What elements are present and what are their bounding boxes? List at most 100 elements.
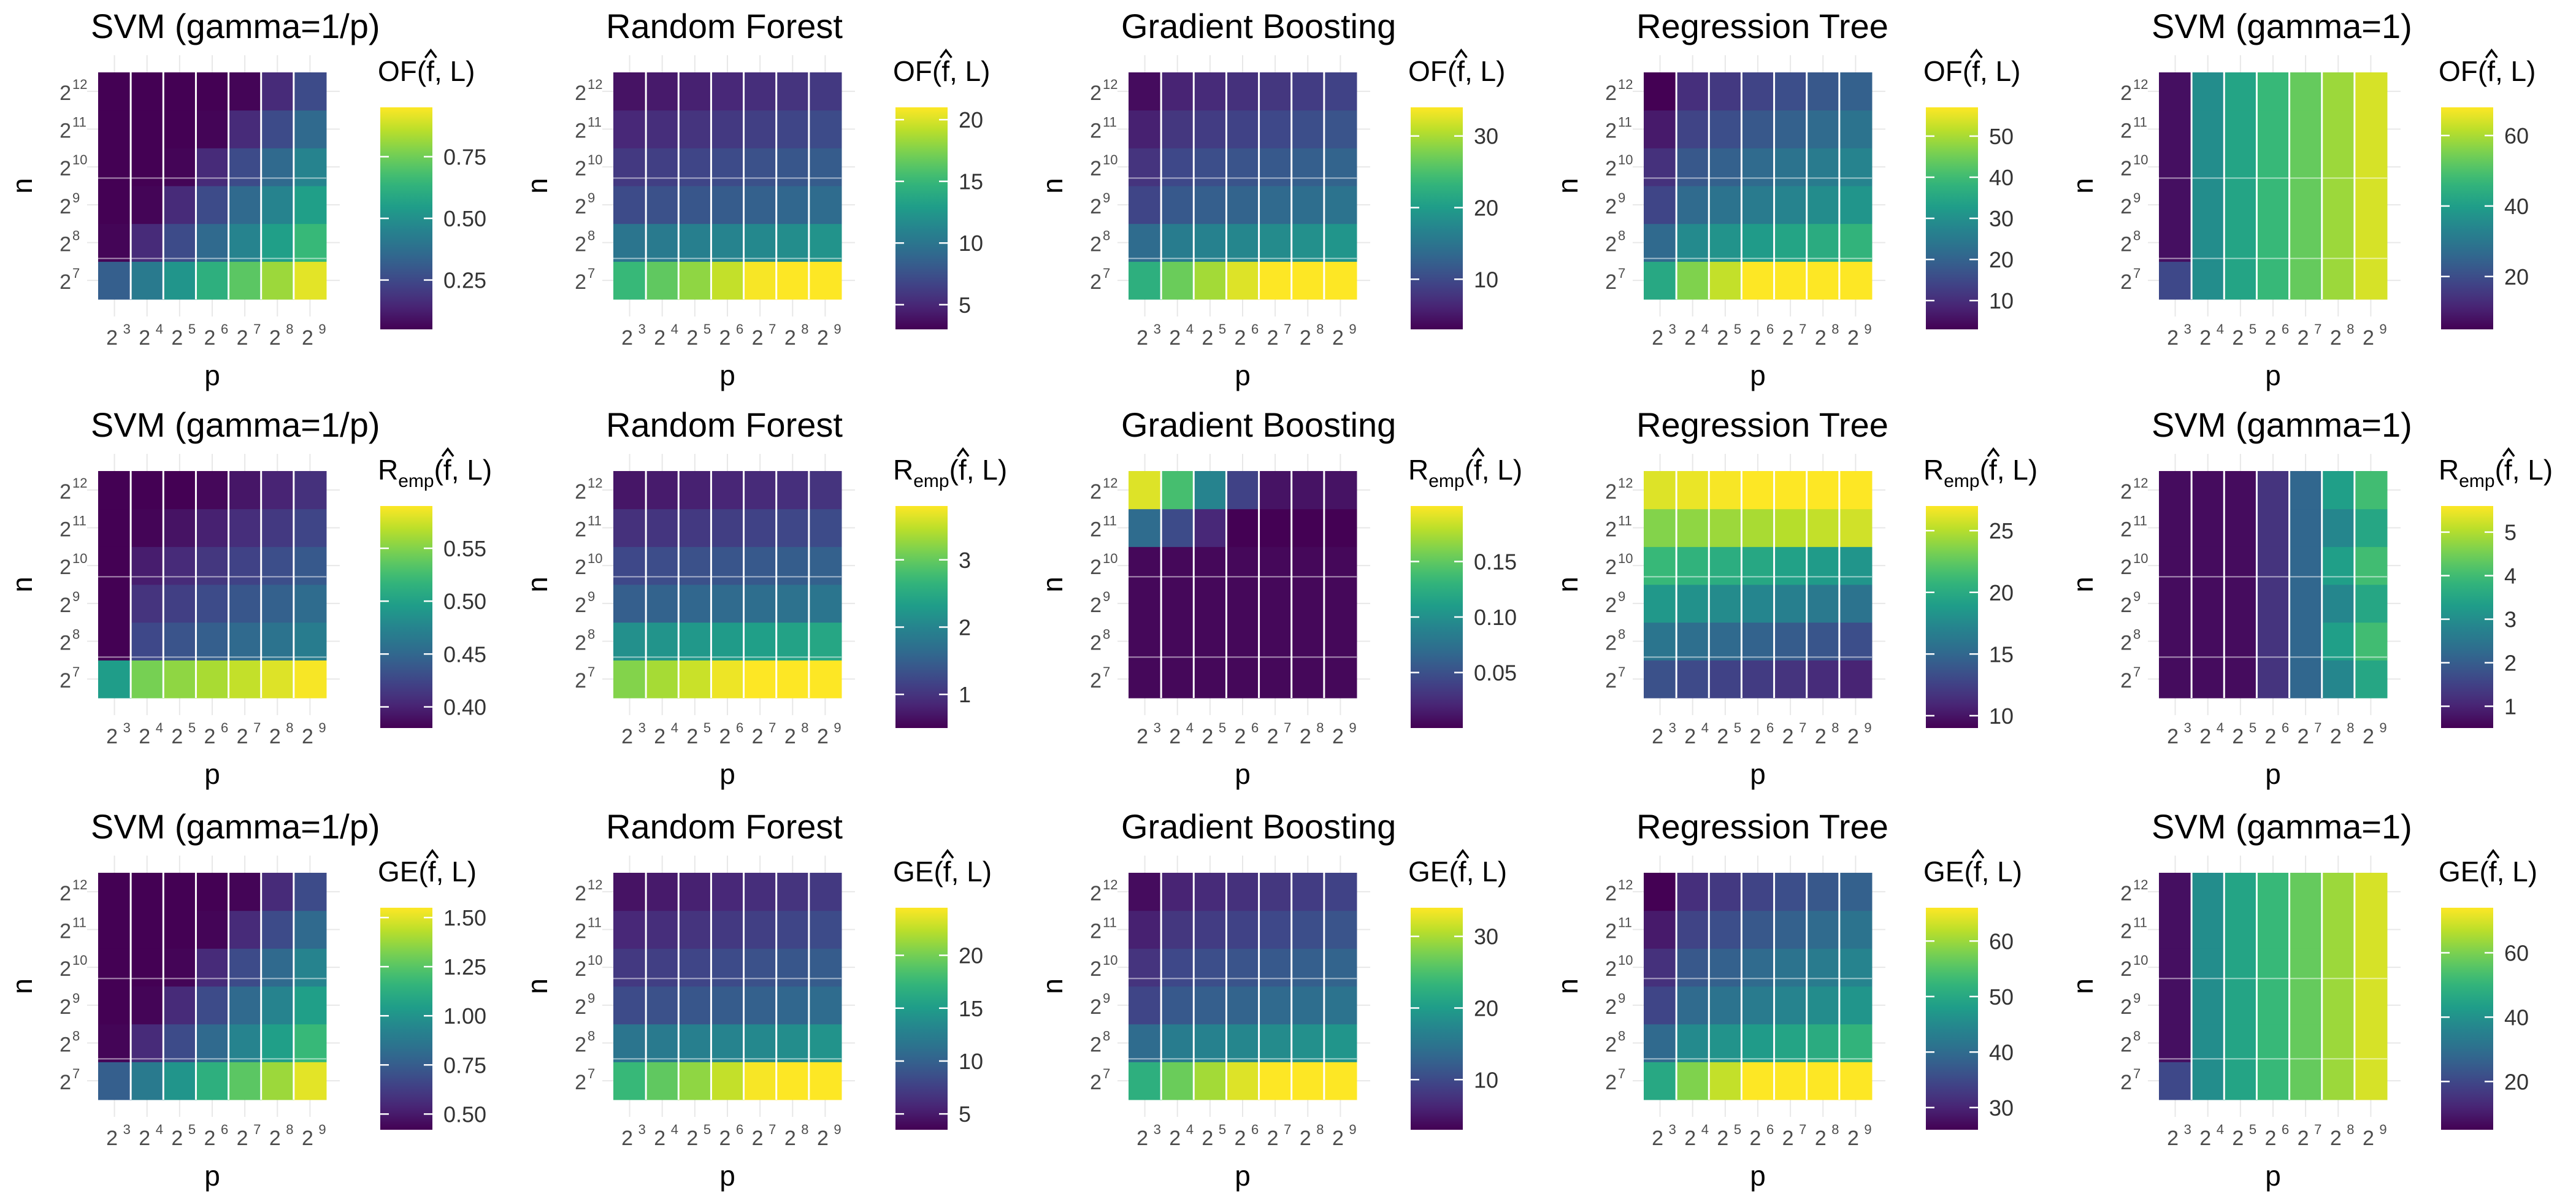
- y-tick-label: 8: [1618, 1029, 1625, 1044]
- legend-metric: GE: [1923, 856, 1964, 887]
- x-axis-title: p: [1235, 1160, 1251, 1192]
- heatmap-cell: [1259, 1024, 1292, 1062]
- heatmap-cell: [743, 546, 777, 585]
- heatmap-cell: [293, 261, 327, 300]
- heatmap-cell: [98, 622, 131, 661]
- heatmap-cell: [1806, 471, 1840, 510]
- heatmap-cell: [2159, 585, 2192, 623]
- x-tick-label: 2: [302, 1127, 313, 1150]
- heatmap-cell: [1676, 110, 1709, 148]
- x-tick-label: 5: [1734, 321, 1741, 337]
- y-tick-label: 11: [2133, 115, 2147, 130]
- heatmap-cell: [261, 72, 294, 111]
- y-tick-label: 2: [575, 270, 586, 294]
- heatmap-cell: [2159, 622, 2192, 661]
- heatmap-cell: [1324, 910, 1357, 949]
- heatmap-cell: [1644, 72, 1677, 111]
- y-tick-label: 12: [2133, 77, 2148, 92]
- heatmap-cell: [776, 72, 810, 111]
- y-tick-label: 7: [72, 1066, 80, 1081]
- heatmap-cell: [1194, 72, 1227, 111]
- heatmap-cell: [743, 986, 777, 1025]
- heatmap-cell: [2191, 873, 2225, 911]
- x-tick-label: 3: [638, 720, 646, 735]
- y-axis-title: n: [2067, 978, 2099, 994]
- legend-metric-tail: (f, L): [1963, 55, 2021, 87]
- colorbar-tick-label: 20: [959, 107, 983, 132]
- y-tick-label: 2: [1605, 82, 1617, 105]
- y-tick-label: 2: [1605, 957, 1617, 981]
- heatmap-cell: [1676, 1024, 1709, 1062]
- heatmap-cell: [1644, 148, 1677, 186]
- heatmap-cell: [678, 873, 711, 911]
- x-tick-label: 5: [1219, 1122, 1226, 1137]
- heatmap-cell: [2354, 873, 2388, 911]
- colorbar-tick-label: 40: [2504, 194, 2529, 219]
- heatmap-cell: [776, 261, 810, 300]
- heatmap-cell: [613, 622, 646, 661]
- heatmap-cell: [2159, 110, 2192, 148]
- heatmap-cell: [196, 873, 229, 911]
- heatmap-cell: [711, 471, 745, 510]
- y-axis-title: n: [521, 978, 553, 994]
- heatmap-cell: [613, 223, 646, 262]
- heatmap-cells: [1129, 72, 1357, 300]
- y-tick-label: 2: [2120, 957, 2132, 981]
- colorbar-tick-label: 50: [1989, 984, 2014, 1010]
- x-tick-label: 5: [2249, 720, 2256, 735]
- heatmap-cell: [163, 110, 196, 148]
- x-tick-label: 2: [237, 1127, 248, 1150]
- heatmap-cell: [1129, 186, 1162, 224]
- heatmap-cell: [2224, 223, 2257, 262]
- heatmap-cell: [1324, 660, 1357, 699]
- y-tick-label: 2: [59, 669, 71, 692]
- heatmap-cell: [1291, 660, 1325, 699]
- heatmap-cell: [2224, 72, 2257, 111]
- y-tick-label: 2: [1090, 157, 1102, 180]
- heatmap-cell: [1291, 585, 1325, 623]
- heatmap-cell: [1806, 148, 1840, 186]
- legend-title: GE(f, L): [378, 856, 477, 887]
- heatmap-cell: [2354, 148, 2388, 186]
- heatmap-cell: [1161, 622, 1194, 661]
- panel-title: Regression Tree: [1636, 807, 1888, 846]
- heatmap-cell: [2354, 986, 2388, 1025]
- y-tick-label: 11: [2133, 915, 2147, 930]
- y-tick-label: 9: [72, 991, 80, 1006]
- panel-title: Gradient Boosting: [1121, 405, 1396, 444]
- y-tick-label: 2: [2120, 518, 2132, 542]
- heatmap-cell: [1259, 186, 1292, 224]
- heatmap-cell: [2321, 585, 2355, 623]
- legend-metric: GE: [378, 856, 418, 887]
- y-tick-label: 2: [2120, 920, 2132, 943]
- x-tick-label: 7: [2314, 321, 2321, 337]
- heatmap-cell: [1709, 110, 1742, 148]
- heatmap-cell: [163, 261, 196, 300]
- heatmap-cell: [2289, 585, 2323, 623]
- heatmap-cell: [1129, 261, 1162, 300]
- heatmap-cell: [711, 72, 745, 111]
- x-tick-label: 8: [286, 720, 293, 735]
- x-tick-label: 2: [1267, 725, 1279, 748]
- colorbar-tick-label: 0.25: [443, 268, 486, 293]
- heatmap-cell: [678, 223, 711, 262]
- heatmap-cell: [808, 622, 842, 661]
- y-tick-label: 12: [72, 877, 87, 892]
- y-tick-label: 9: [588, 589, 595, 604]
- heatmap-cell: [98, 223, 131, 262]
- heatmap-cell: [678, 186, 711, 224]
- heatmap-cell: [228, 471, 262, 510]
- heatmap-cell: [2256, 471, 2290, 510]
- heatmap-cell: [261, 1024, 294, 1062]
- heatmap-cell: [2191, 546, 2225, 585]
- y-tick-label: 2: [1605, 270, 1617, 294]
- x-tick-label: 5: [188, 1122, 196, 1137]
- heatmap-cell: [98, 873, 131, 911]
- panel-title: SVM (gamma=1): [2152, 807, 2412, 846]
- heatmap-cell: [613, 660, 646, 699]
- y-tick-label: 10: [1618, 551, 1633, 566]
- heatmap-cell: [1676, 471, 1709, 510]
- x-tick-label: 2: [1652, 725, 1663, 748]
- x-tick-label: 2: [139, 725, 150, 748]
